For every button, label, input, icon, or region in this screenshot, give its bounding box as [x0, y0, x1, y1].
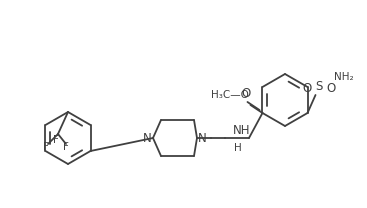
- Text: O: O: [326, 83, 335, 95]
- Text: N: N: [143, 131, 152, 145]
- Text: H: H: [234, 143, 242, 153]
- Text: NH: NH: [233, 124, 251, 137]
- Text: N: N: [198, 131, 207, 145]
- Text: F: F: [43, 142, 49, 152]
- Text: H₃C—O: H₃C—O: [211, 90, 248, 100]
- Text: F: F: [63, 142, 69, 152]
- Text: O: O: [242, 87, 251, 100]
- Text: S: S: [315, 80, 322, 93]
- Text: F: F: [53, 135, 59, 145]
- Text: NH₂: NH₂: [334, 72, 353, 82]
- Text: O: O: [302, 83, 311, 95]
